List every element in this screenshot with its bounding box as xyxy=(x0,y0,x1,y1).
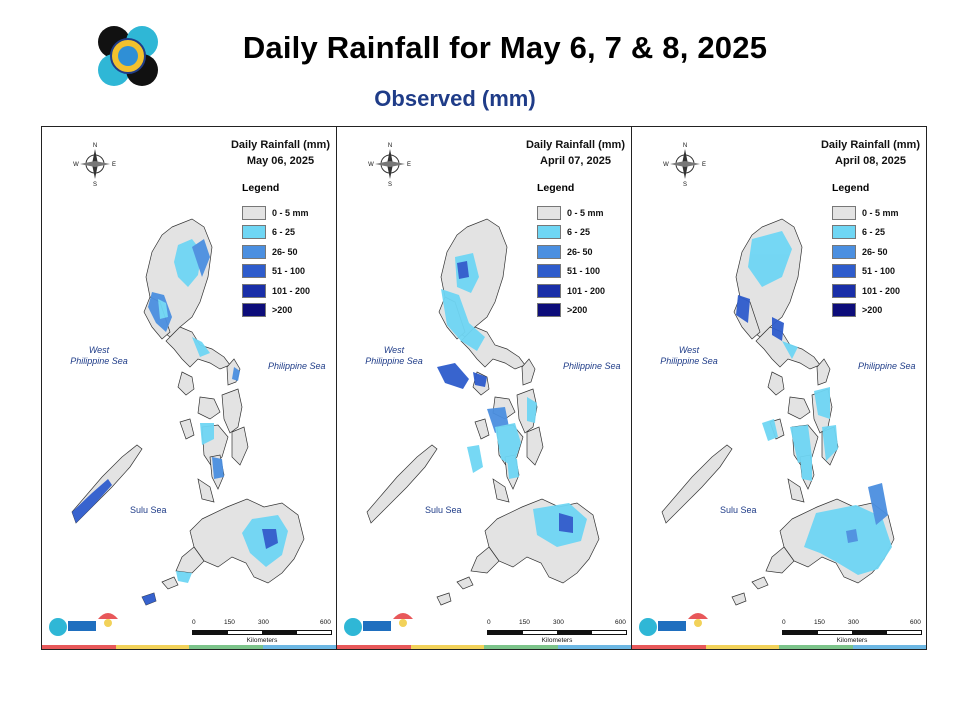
panel-heading: Daily Rainfall (mm) April 07, 2025 xyxy=(526,137,625,169)
scale-bar: 0 150 300 600 Kilometers xyxy=(782,619,922,644)
footer-color-band xyxy=(337,645,631,649)
label-philippine-sea: Philippine Sea xyxy=(858,361,916,371)
panel-heading: Daily Rainfall (mm) May 06, 2025 xyxy=(231,137,330,169)
scale-bar: 0 150 300 600 Kilometers xyxy=(192,619,332,644)
map-panel-day2: Daily Rainfall (mm) April 07, 2025 N S E… xyxy=(337,127,632,649)
legend-item: >200 xyxy=(832,301,900,321)
compass-n: N xyxy=(683,143,687,149)
pagasa-seal-logo xyxy=(96,24,160,88)
compass-rose-icon: N S E W xyxy=(73,143,116,187)
legend-item: 6 - 25 xyxy=(537,223,605,243)
page-subtitle: Observed (mm) xyxy=(374,86,536,111)
map-panel-day3: Daily Rainfall (mm) April 08, 2025 N S E… xyxy=(632,127,926,649)
legend: 0 - 5 mm 6 - 25 26- 50 51 - 100 101 - 20… xyxy=(832,203,900,320)
compass-s: S xyxy=(93,182,97,187)
legend-item: 51 - 100 xyxy=(832,262,900,282)
legend-item: 26- 50 xyxy=(537,242,605,262)
panel-date: May 06, 2025 xyxy=(246,155,315,167)
legend-item: 6 - 25 xyxy=(242,223,310,243)
label-philippine-sea: Philippine Sea xyxy=(563,361,621,371)
philippines-map xyxy=(366,218,600,606)
compass-w: W xyxy=(368,162,374,168)
label-sulu-sea: Sulu Sea xyxy=(130,505,167,515)
legend-title: Legend xyxy=(832,182,870,194)
label-west-philippine-sea: West Philippine Sea xyxy=(70,345,128,366)
legend-item: >200 xyxy=(537,301,605,321)
panel-heading: Daily Rainfall (mm) April 08, 2025 xyxy=(821,137,920,169)
label-sulu-sea: Sulu Sea xyxy=(720,505,757,515)
compass-e: E xyxy=(407,162,411,168)
legend-item: 51 - 100 xyxy=(537,262,605,282)
legend-item: 101 - 200 xyxy=(537,281,605,301)
label-west-philippine-sea: West Philippine Sea xyxy=(365,345,423,366)
compass-e: E xyxy=(112,162,116,168)
legend-item: 26- 50 xyxy=(832,242,900,262)
legend-item: >200 xyxy=(242,301,310,321)
compass-e: E xyxy=(702,162,706,168)
pagasa-footer-logo xyxy=(344,613,413,636)
compass-n: N xyxy=(388,143,392,149)
label-philippine-sea: Philippine Sea xyxy=(268,361,326,371)
compass-s: S xyxy=(683,182,687,187)
legend-title: Legend xyxy=(537,182,575,194)
legend-item: 6 - 25 xyxy=(832,223,900,243)
philippines-map xyxy=(661,218,895,606)
scale-unit: Kilometers xyxy=(541,637,573,644)
legend-item: 51 - 100 xyxy=(242,262,310,282)
legend-item: 101 - 200 xyxy=(832,281,900,301)
panel-date: April 08, 2025 xyxy=(835,155,906,167)
footer-color-band xyxy=(42,645,336,649)
compass-w: W xyxy=(663,162,669,168)
legend-item: 101 - 200 xyxy=(242,281,310,301)
panel-date: April 07, 2025 xyxy=(540,155,611,167)
legend: 0 - 5 mm 6 - 25 26- 50 51 - 100 101 - 20… xyxy=(242,203,310,320)
pagasa-footer-logo xyxy=(639,613,708,636)
label-west-philippine-sea: West Philippine Sea xyxy=(660,345,718,366)
philippines-map xyxy=(71,218,305,606)
panel-title: Daily Rainfall (mm) xyxy=(820,139,920,151)
scale-unit: Kilometers xyxy=(246,637,278,644)
panel-title: Daily Rainfall (mm) xyxy=(230,139,330,151)
legend-item: 26- 50 xyxy=(242,242,310,262)
map-panels: Daily Rainfall (mm) May 06, 2025 N S E W… xyxy=(41,126,927,650)
compass-s: S xyxy=(388,182,392,187)
label-sulu-sea: Sulu Sea xyxy=(425,505,462,515)
map-panel-day1: Daily Rainfall (mm) May 06, 2025 N S E W… xyxy=(42,127,337,649)
scale-bar: 0 150 300 600 Kilometers xyxy=(487,619,627,644)
panel-title: Daily Rainfall (mm) xyxy=(525,139,625,151)
legend: 0 - 5 mm 6 - 25 26- 50 51 - 100 101 - 20… xyxy=(537,203,605,320)
footer-color-band xyxy=(632,645,926,649)
compass-rose-icon: N S E W xyxy=(368,143,411,187)
legend-item: 0 - 5 mm xyxy=(832,203,900,223)
compass-n: N xyxy=(93,143,97,149)
legend-item: 0 - 5 mm xyxy=(242,203,310,223)
page-title: Daily Rainfall for May 6, 7 & 8, 2025 xyxy=(242,30,768,65)
legend-item: 0 - 5 mm xyxy=(537,203,605,223)
scale-unit: Kilometers xyxy=(836,637,868,644)
pagasa-footer-logo xyxy=(49,613,118,636)
legend-title: Legend xyxy=(242,182,280,194)
compass-rose-icon: N S E W xyxy=(663,143,706,187)
compass-w: W xyxy=(73,162,79,168)
